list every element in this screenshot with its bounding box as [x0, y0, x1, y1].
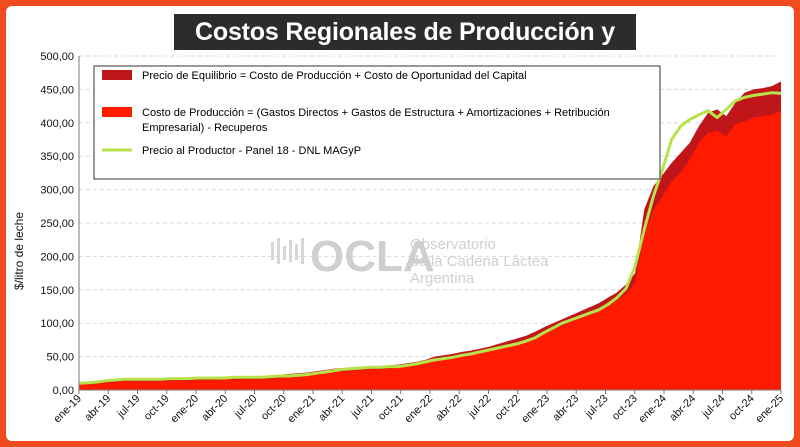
x-tick-label: ene-23	[519, 393, 552, 426]
ocla-watermark: OCLA Observatorio de la Cadena Láctea Ar…	[271, 232, 549, 287]
x-tick-label: ene-20	[168, 393, 201, 426]
legend-label-production: Costo de Producción = (Gastos Directos +…	[142, 107, 613, 134]
watermark-line-3: Argentina	[410, 270, 475, 287]
x-tick-label: abr-19	[82, 393, 113, 424]
x-tick-label: ene-19	[51, 393, 84, 426]
ocla-logo-icon	[271, 238, 304, 264]
y-tick-label: 450,00	[40, 84, 74, 96]
y-tick-label: 400,00	[40, 118, 74, 130]
series-areas	[78, 81, 782, 391]
x-tick-label: ene-21	[285, 393, 318, 426]
x-tick-label: abr-24	[667, 393, 698, 424]
x-tick-label: ene-24	[636, 393, 669, 426]
x-tick-label: abr-20	[199, 393, 230, 424]
x-tick-label: oct-23	[610, 393, 640, 423]
x-tick-label: oct-22	[493, 393, 523, 423]
y-tick-label: 0,00	[53, 385, 74, 397]
x-tick-label: abr-21	[316, 393, 347, 424]
legend-label-producer: Precio al Productor - Panel 18 - DNL MAG…	[142, 145, 361, 157]
series-area-production	[79, 110, 781, 391]
watermark-line-1: Observatorio	[410, 236, 496, 253]
legend-label-production-line1: Costo de Producción = (Gastos Directos +…	[142, 107, 610, 119]
x-tick-label: oct-24	[727, 393, 757, 423]
x-tick-label: oct-21	[376, 393, 406, 423]
y-tick-labels: 0,00 50,00 100,00 150,00 200,00 250,00 300,00 3…	[40, 51, 74, 397]
legend-label-equilibrium: Precio de Equilibrio = Costo de Producci…	[142, 70, 527, 82]
x-tick-label: jul-22	[465, 393, 493, 421]
x-tick-label: oct-20	[259, 393, 289, 423]
y-tick-label: 350,00	[40, 151, 74, 163]
x-tick-label: ene-25	[753, 393, 786, 426]
x-tick-label: oct-19	[142, 393, 172, 423]
chart-frame: Costos Regionales de Producción y Precio…	[6, 6, 794, 441]
legend-label-production-line2: Empresarial) - Recuperos	[142, 122, 268, 134]
x-tick-label: jul-19	[114, 393, 142, 421]
y-tick-label: 250,00	[40, 218, 74, 230]
legend-swatch-production	[102, 107, 132, 117]
watermark-line-2: de la Cadena Láctea	[410, 253, 549, 270]
y-tick-label: 500,00	[40, 51, 74, 63]
legend-box	[93, 65, 661, 180]
x-tick-label: ene-22	[402, 393, 435, 426]
y-tick-label: 50,00	[46, 352, 74, 364]
x-tick-label: jul-20	[231, 393, 259, 421]
series-line-producer	[78, 91, 782, 385]
x-tick-label: jul-21	[348, 393, 376, 421]
legend-swatch-equilibrium	[102, 70, 132, 80]
x-tick-label: abr-22	[433, 393, 464, 424]
chart-svg: OCLA Observatorio de la Cadena Láctea Ar…	[12, 51, 786, 425]
x-tick-label: abr-23	[550, 393, 581, 424]
y-tick-label: 150,00	[40, 285, 74, 297]
y-axis-label: $/litro de leche	[12, 212, 26, 290]
y-tick-label: 200,00	[40, 251, 74, 263]
chart-title: Costos Regionales de Producción y Precio…	[174, 14, 636, 82]
y-tick-label: 300,00	[40, 185, 74, 197]
y-tick-label: 100,00	[40, 318, 74, 330]
watermark-logo-text: OCLA	[310, 232, 435, 281]
legend: Precio de Equilibrio = Costo de Producci…	[93, 65, 661, 180]
x-tick-label: jul-23	[582, 393, 610, 421]
x-tick-label: jul-24	[699, 393, 727, 421]
